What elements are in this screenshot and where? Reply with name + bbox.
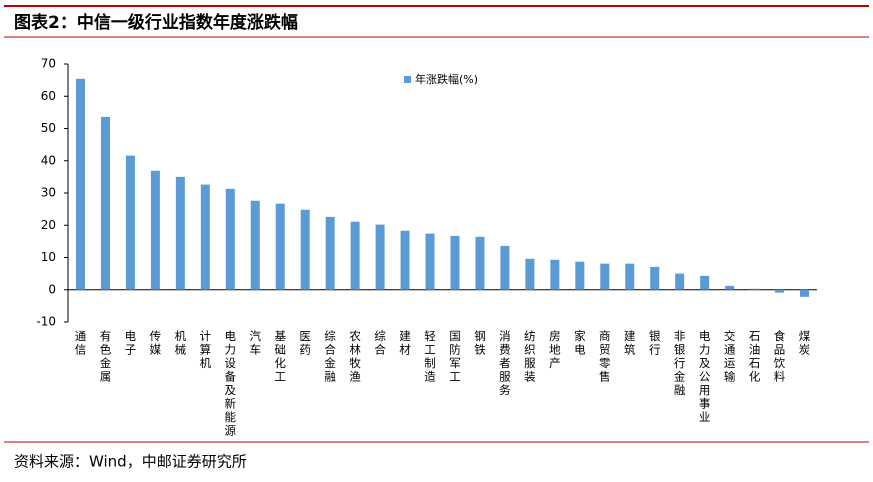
- x-tick-label: 电力设备及新能源: [223, 330, 237, 438]
- bar: [625, 263, 635, 290]
- y-tick-label: 30: [41, 186, 56, 200]
- y-tick-label: -10: [36, 315, 56, 329]
- x-tick-label: 医药: [298, 330, 312, 357]
- x-tick-label: 交通运输: [723, 329, 737, 384]
- x-tick-label: 电子: [123, 330, 137, 357]
- x-tick-label: 汽车: [248, 329, 262, 357]
- bar: [300, 209, 310, 290]
- bar: [125, 155, 135, 290]
- bar: [550, 259, 560, 290]
- x-tick-label: 轻工制造: [423, 329, 437, 384]
- x-tick-label: 银行: [648, 329, 662, 357]
- y-tick-label: 0: [48, 282, 56, 296]
- x-tick-label: 消费者服务: [498, 329, 512, 397]
- bar: [775, 289, 785, 293]
- bar: [375, 224, 385, 290]
- legend-label: 年涨跌幅(%): [415, 72, 478, 86]
- bar: [525, 258, 535, 290]
- bar: [200, 184, 210, 290]
- x-tick-label: 传媒: [148, 329, 162, 357]
- x-tick-label: 机械: [173, 329, 187, 357]
- source-note: 资料来源：Wind，中邮证券研究所: [14, 453, 247, 471]
- page-title: 图表2：中信一级行业指数年度涨跌幅: [14, 12, 298, 33]
- bar: [150, 170, 160, 290]
- x-tick-label: 非银行金融: [673, 330, 687, 398]
- y-tick-label: 50: [41, 121, 56, 135]
- x-tick-label: 农林牧渔: [348, 329, 362, 384]
- x-tick-label: 煤炭: [798, 330, 812, 357]
- bar: [475, 236, 485, 290]
- bar: [275, 203, 285, 290]
- bar: [800, 289, 810, 297]
- bar: [750, 288, 760, 290]
- x-tick-label: 钢铁: [473, 330, 487, 357]
- x-tick-label: 房地产: [548, 330, 562, 371]
- x-tick-label: 纺织服装: [523, 329, 537, 384]
- legend-swatch: [404, 76, 411, 83]
- bar: [175, 176, 185, 290]
- bar: [500, 245, 510, 290]
- x-tick-label: 建材: [398, 329, 412, 357]
- bar: [450, 235, 460, 290]
- x-tick-label: 通信: [73, 330, 87, 357]
- y-tick-label: 40: [41, 153, 56, 167]
- y-tick-label: 60: [41, 89, 56, 103]
- y-tick-label: 70: [41, 57, 56, 71]
- bar: [725, 285, 735, 290]
- bar: [700, 275, 710, 290]
- x-tick-label: 电力及公用事业: [698, 330, 712, 425]
- bar: [250, 200, 260, 290]
- y-tick-label: 10: [41, 250, 56, 264]
- y-tick-label: 20: [41, 218, 56, 232]
- x-tick-label: 综合: [373, 329, 387, 357]
- x-tick-label: 国防军工: [448, 330, 462, 384]
- x-tick-label: 有色金属: [98, 329, 112, 384]
- x-tick-label: 商贸零售: [598, 329, 612, 384]
- bar: [400, 230, 410, 290]
- bar: [675, 273, 685, 290]
- x-tick-label: 食品饮料: [773, 329, 787, 384]
- x-tick-label: 石油石化: [748, 330, 762, 384]
- bar: [425, 233, 435, 290]
- x-tick-label: 计算机: [198, 330, 212, 371]
- x-tick-label: 建筑: [623, 329, 637, 357]
- bar: [100, 116, 110, 290]
- bar: [225, 188, 235, 290]
- bar: [575, 261, 585, 290]
- bar: [350, 221, 360, 290]
- bar: [600, 263, 610, 290]
- x-tick-label: 综合金融: [323, 329, 337, 384]
- bar: [650, 266, 660, 290]
- x-tick-label: 家电: [573, 329, 587, 357]
- x-tick-label: 基础化工: [273, 330, 287, 384]
- bar: [75, 78, 85, 290]
- bar: [325, 216, 335, 290]
